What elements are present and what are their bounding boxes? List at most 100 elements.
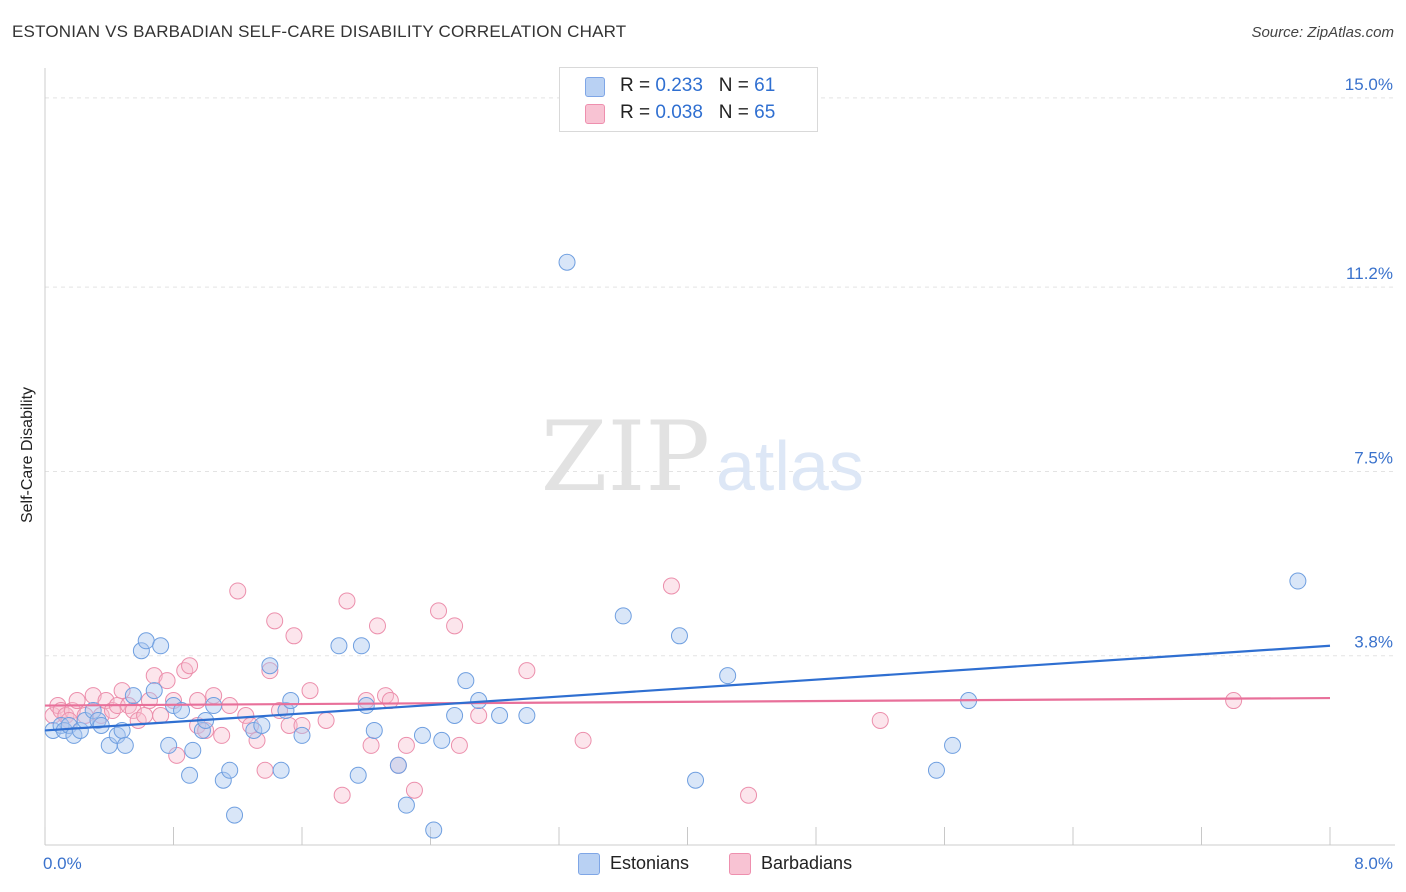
barbadian-point [301, 682, 319, 700]
estonian-point [365, 721, 383, 739]
estonian-point [927, 761, 945, 779]
estonian-point [152, 637, 170, 655]
estonian-point [687, 771, 705, 789]
barbadian-point [430, 602, 448, 620]
barbadian-point [181, 657, 199, 675]
y-tick-label: 3.8% [1354, 633, 1393, 652]
watermark-atlas: atlas [716, 427, 864, 505]
gridlines [45, 97, 1395, 657]
barbadian-trend-line [44, 696, 1331, 707]
watermark: ZIP atlas [541, 401, 864, 513]
estonian-point [357, 697, 375, 715]
barbadians-legend-label: Barbadians [761, 853, 853, 873]
estonian-point [226, 806, 244, 824]
estonians-legend-label: Estonians [610, 853, 690, 873]
barbadian-point [136, 707, 154, 724]
estonian-point [433, 731, 451, 749]
estonian-point [124, 687, 142, 705]
barbadian-point [871, 711, 889, 729]
tick-labels: 3.8% 7.5% 11.2% 15.0% 0.0% 8.0% [43, 75, 1393, 873]
barbadian-point [256, 761, 274, 779]
barbadian-point [176, 662, 194, 680]
barbadians-r-value: 0.038 [655, 102, 703, 123]
estonian-point [193, 721, 211, 739]
estonian-point [84, 702, 102, 720]
estonian-point [116, 736, 134, 754]
estonian-point [397, 796, 415, 814]
estonian-point [221, 761, 239, 779]
correlation-legend: R = 0.233 N = 61 R = 0.038 N = 65 [559, 67, 818, 132]
estonian-point [457, 672, 475, 690]
estonians-legend-swatch [578, 853, 600, 875]
estonian-point [137, 632, 155, 650]
barbadian-point [293, 716, 311, 734]
estonian-point [245, 721, 263, 739]
barbadian-point [266, 612, 284, 630]
barbadian-point [362, 736, 380, 754]
y-tick-label: 15.0% [1345, 75, 1393, 94]
barbadian-point [397, 736, 415, 754]
barbadian-point [261, 662, 279, 680]
estonian-point [425, 821, 443, 839]
estonian-point [330, 637, 348, 655]
estonian-point [349, 766, 367, 784]
barbadian-point [470, 707, 488, 724]
estonians-swatch [585, 77, 605, 97]
estonian-point [389, 756, 407, 774]
barbadian-point [381, 692, 399, 710]
barbadian-point [189, 692, 207, 710]
estonian-point [518, 707, 536, 724]
estonian-point [944, 736, 962, 754]
barbadian-point [446, 617, 464, 635]
estonians-r-value: 0.233 [655, 75, 703, 96]
estonian-point [253, 716, 271, 734]
barbadian-point [84, 687, 102, 705]
barbadian-point [237, 707, 255, 724]
barbadian-point [229, 582, 247, 600]
estonian-point [173, 702, 191, 720]
estonian-point [293, 726, 311, 744]
estonian-point [261, 657, 279, 675]
estonians-n-value: 61 [754, 75, 776, 96]
estonian-point [181, 766, 199, 784]
estonian-point [282, 692, 300, 710]
watermark-zip: ZIP [541, 401, 710, 513]
estonian-point [89, 711, 107, 729]
barbadian-point [1225, 692, 1243, 710]
estonian-point [719, 667, 737, 685]
x-tick-label: 8.0% [1354, 854, 1393, 873]
estonian-point [71, 721, 89, 739]
source-label: Source: ZipAtlas.com [1251, 24, 1394, 41]
barbadian-point [368, 617, 386, 635]
estonian-trend-line [44, 644, 1331, 732]
estonian-point [214, 771, 232, 789]
estonian-point [1289, 572, 1307, 590]
estonian-point [272, 761, 290, 779]
estonian-point [160, 736, 178, 754]
barbadian-point [450, 736, 468, 754]
estonian-point [614, 607, 632, 625]
estonian-point [446, 707, 464, 724]
estonian-point [670, 627, 688, 645]
estonian-point [145, 682, 163, 700]
barbadians-swatch [585, 104, 605, 124]
barbadian-point [574, 731, 592, 749]
barbadian-point [338, 592, 356, 610]
estonian-point [352, 637, 370, 655]
barbadians-n-value: 65 [754, 102, 776, 123]
trend-lines [44, 644, 1331, 732]
barbadian-point [213, 726, 231, 744]
y-tick-label: 11.2% [1346, 264, 1393, 283]
barbadian-point [662, 577, 680, 595]
estonian-point [558, 253, 576, 271]
y-tick-label: 7.5% [1354, 448, 1393, 467]
barbadian-point [113, 682, 131, 700]
barbadian-point [333, 786, 351, 804]
estonian-point [491, 707, 509, 724]
barbadian-point [285, 627, 303, 645]
y-axis-label: Self-Care Disability [19, 386, 36, 524]
barbadian-point [103, 702, 121, 720]
barbadian-point [740, 786, 758, 804]
x-tick-label: 0.0% [43, 854, 82, 873]
